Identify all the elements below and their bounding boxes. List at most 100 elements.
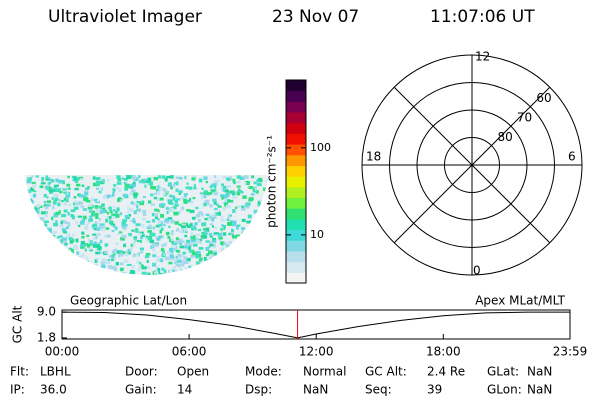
field-label: GLat:: [487, 365, 519, 379]
speckle: [133, 196, 137, 199]
speckle: [89, 243, 94, 246]
field-value: 2.4 Re: [427, 365, 465, 379]
speckle: [170, 238, 174, 242]
speckle: [88, 247, 93, 250]
speckle: [111, 213, 114, 216]
speckle: [70, 214, 74, 218]
speckle: [62, 237, 68, 241]
speckle: [171, 230, 174, 233]
speckle: [61, 228, 67, 232]
ring-label: 80: [497, 130, 512, 144]
speckle: [78, 176, 83, 180]
speckle: [209, 257, 213, 261]
speckle: [112, 250, 116, 254]
speckle: [226, 199, 231, 203]
speckle: [59, 245, 62, 249]
speckle: [173, 273, 177, 276]
speckle: [254, 233, 260, 237]
speckle: [166, 210, 169, 214]
speckle: [25, 269, 29, 273]
speckle: [238, 243, 244, 246]
speckle: [232, 178, 236, 183]
speckle: [102, 225, 106, 228]
speckle: [108, 255, 113, 258]
speckle: [105, 227, 110, 230]
speckle: [43, 200, 47, 204]
speckle: [104, 243, 109, 247]
speckle: [118, 231, 123, 234]
speckle: [213, 243, 216, 248]
speckle: [93, 241, 97, 245]
speckle: [141, 271, 147, 276]
speckle: [40, 242, 44, 247]
speckle: [220, 219, 226, 222]
speckle: [109, 210, 113, 214]
speckle: [45, 272, 48, 276]
speckle: [94, 272, 97, 276]
speckle: [55, 178, 59, 183]
speckle: [176, 181, 179, 186]
speckle: [49, 190, 53, 194]
speckle: [201, 270, 207, 274]
speckle: [41, 176, 45, 181]
speckle: [45, 185, 50, 190]
speckle: [147, 272, 151, 276]
speckle: [252, 271, 256, 274]
speckle: [191, 175, 197, 179]
speckle: [234, 246, 239, 250]
speckle: [64, 199, 69, 202]
speckle: [197, 265, 203, 270]
speckle: [116, 250, 121, 254]
ring-label: 60: [536, 91, 551, 105]
speckle: [48, 230, 53, 233]
speckle: [207, 217, 211, 220]
speckle: [27, 227, 32, 231]
speckle: [38, 255, 43, 260]
speckle: [83, 196, 88, 201]
speckle: [176, 257, 182, 261]
speckle: [137, 268, 141, 272]
speckle: [150, 245, 155, 249]
speckle: [40, 182, 46, 185]
speckle: [93, 279, 95, 282]
speckle: [161, 175, 166, 179]
speckle: [201, 264, 206, 267]
speckle: [253, 231, 257, 234]
speckle: [45, 238, 51, 242]
speckle: [152, 226, 155, 230]
speckle: [104, 250, 108, 254]
speckle: [89, 215, 93, 219]
speckle: [236, 225, 239, 230]
speckle: [117, 232, 122, 236]
speckle: [92, 226, 97, 229]
speckle: [41, 179, 44, 182]
speckle: [39, 283, 43, 287]
speckle: [226, 204, 232, 209]
speckle: [162, 193, 166, 196]
speckle: [133, 202, 137, 207]
speckle: [59, 250, 64, 255]
speckle: [32, 224, 36, 228]
speckle: [95, 251, 100, 255]
speckle: [130, 281, 133, 284]
speckle: [121, 221, 126, 226]
speckle: [249, 252, 255, 256]
colorbar-segment: [286, 133, 306, 145]
speckle: [162, 188, 167, 192]
speckle: [115, 242, 119, 245]
speckle: [160, 223, 163, 227]
y-label: GC Alt: [11, 305, 25, 343]
speckle: [203, 176, 208, 180]
speckle: [185, 228, 188, 232]
colorbar-tick-label: 100: [310, 141, 331, 154]
speckle: [181, 223, 186, 227]
speckle: [112, 215, 117, 219]
speckle: [61, 282, 64, 284]
speckle: [135, 223, 140, 227]
speckle: [241, 218, 246, 222]
speckle: [195, 250, 201, 255]
speckle: [249, 272, 253, 276]
speckle: [166, 250, 172, 255]
speckle: [196, 239, 200, 244]
speckle: [246, 261, 251, 265]
